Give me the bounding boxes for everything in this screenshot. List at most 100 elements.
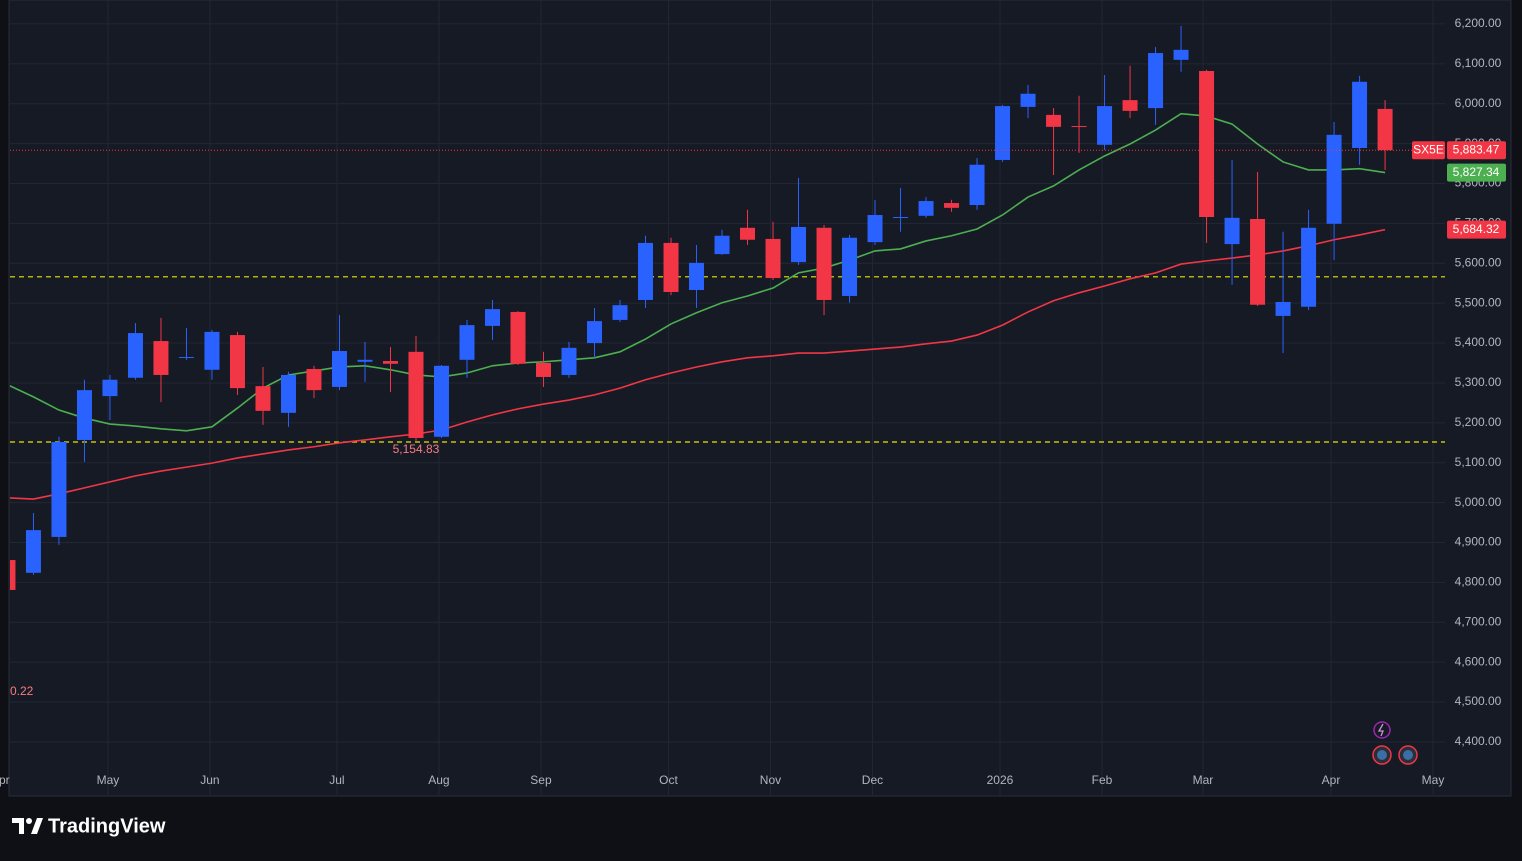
candle-body — [433, 365, 449, 437]
x-tick-label: Jul — [329, 773, 344, 787]
series-last-label-bg — [1447, 163, 1506, 182]
candle-body — [995, 106, 1011, 160]
candle-body — [382, 361, 398, 364]
candle-body — [357, 359, 373, 362]
x-tick-label: May — [97, 773, 120, 787]
candle-body — [689, 262, 705, 290]
x-tick-label: May — [1422, 773, 1445, 787]
logo-mark — [12, 818, 24, 834]
candle-body — [536, 362, 552, 377]
footer-brand: TradingView — [48, 815, 166, 837]
icon-dot — [1403, 750, 1413, 760]
candle-body — [51, 441, 67, 537]
y-tick-label: 5,300.00 — [1455, 375, 1502, 389]
candle-body — [1173, 49, 1189, 60]
candle-body — [255, 386, 271, 411]
candle-body — [867, 215, 883, 243]
y-tick-label: 6,100.00 — [1455, 56, 1502, 70]
symbol-tag-bg — [1412, 141, 1445, 160]
y-tick-label: 5,500.00 — [1455, 295, 1502, 309]
y-tick-label: 6,200.00 — [1455, 16, 1502, 30]
icon-bolt — [1377, 723, 1384, 737]
candle-body — [587, 321, 603, 344]
candle-body — [944, 203, 960, 208]
grid — [10, 0, 1445, 795]
x-tick-label: Sep — [530, 773, 552, 787]
candle-body — [306, 368, 322, 391]
y-tick-label: 4,400.00 — [1455, 734, 1502, 748]
last-price-label-bg — [1447, 141, 1506, 160]
x-tick-label: Dec — [862, 773, 883, 787]
candle-body — [1199, 71, 1215, 217]
low-label: 5,154.83 — [393, 442, 440, 456]
candle-body — [740, 227, 756, 240]
candle-body — [765, 238, 781, 279]
candle-body — [612, 305, 628, 320]
candle-body — [1148, 53, 1164, 109]
icon-dot — [1377, 750, 1387, 760]
candle-body — [918, 201, 934, 216]
candle-body — [484, 309, 500, 326]
candle-body — [1071, 126, 1087, 128]
x-tick-label: Nov — [760, 773, 781, 787]
axes: 4,400.00 4,500.00 4,600.00 4,700.00 4,800.00… — [0, 16, 1506, 787]
candle-body — [510, 311, 526, 364]
candle-body — [331, 351, 347, 387]
y-tick-label: 5,100.00 — [1455, 455, 1502, 469]
x-tick-label: Mar — [1193, 773, 1214, 787]
plot: 5,154.83 — [10, 25, 1445, 590]
y-tick-label: 5,600.00 — [1455, 255, 1502, 269]
candle-body — [816, 227, 832, 300]
left-label: 0.22 — [10, 684, 34, 698]
x-tick-label: Apr — [1322, 773, 1341, 787]
candle-body — [1377, 108, 1393, 151]
candle-body — [1097, 106, 1113, 145]
candle-body — [102, 379, 118, 397]
candle-body — [25, 530, 41, 573]
candle-body — [1122, 100, 1138, 111]
logo-mark — [31, 818, 43, 834]
candle-body — [561, 347, 577, 375]
candle-body — [663, 242, 679, 292]
series-last-label: 5,684.32 — [1453, 222, 1500, 236]
candle-body — [1020, 93, 1036, 107]
icon[interactable] — [1373, 721, 1391, 739]
candle-body — [408, 351, 424, 438]
candle-body — [969, 164, 985, 206]
moving-average — [10, 112, 1386, 432]
candle-body — [638, 242, 654, 300]
candle-body — [127, 333, 143, 378]
x-tick-label: Aug — [428, 773, 449, 787]
candle-body — [893, 216, 909, 218]
logo-mark — [26, 818, 32, 824]
x-tick-label: 2026 — [987, 773, 1014, 787]
y-tick-label: 4,600.00 — [1455, 654, 1502, 668]
chart-area — [8, 0, 1512, 797]
x-tick-label: Jun — [200, 773, 219, 787]
icons — [1372, 721, 1418, 765]
y-tick-label: 5,200.00 — [1455, 415, 1502, 429]
candle-body — [178, 357, 194, 359]
y-tick-label: 5,400.00 — [1455, 335, 1502, 349]
logo[interactable]: TradingView — [12, 815, 166, 837]
last-price-label: 5,883.47 — [1453, 142, 1500, 156]
candle-body — [1224, 217, 1240, 245]
y-tick-label: 5,000.00 — [1455, 495, 1502, 509]
x-tick-label: Feb — [1092, 773, 1113, 787]
candle-body — [280, 374, 296, 413]
candle-body — [76, 390, 92, 440]
x-tick-label: Oct — [659, 773, 678, 787]
candle-body — [1275, 301, 1291, 316]
y-tick-label: 4,500.00 — [1455, 694, 1502, 708]
candle-body — [1301, 227, 1317, 307]
candle-body — [459, 325, 475, 360]
series-last-label-bg — [1447, 220, 1506, 239]
candle-body — [1046, 114, 1062, 127]
candle-body — [229, 335, 245, 389]
candle-body — [1250, 218, 1266, 305]
candle-body — [1326, 134, 1342, 224]
moving-average — [10, 228, 1386, 500]
y-tick-label: 4,700.00 — [1455, 614, 1502, 628]
